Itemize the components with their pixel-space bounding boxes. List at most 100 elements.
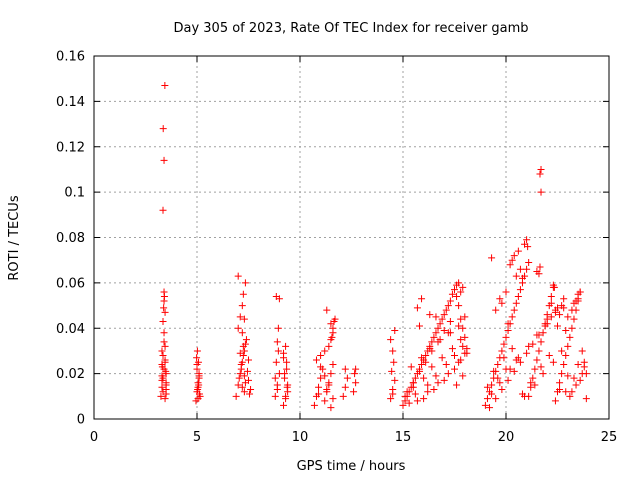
data-point: [391, 376, 399, 384]
data-point: [432, 372, 440, 380]
data-point: [440, 376, 448, 384]
data-point: [418, 354, 426, 362]
x-tick-label: 20: [498, 430, 515, 445]
data-point: [440, 311, 448, 319]
data-point: [566, 392, 574, 400]
data-point: [564, 313, 572, 321]
data-point: [159, 317, 167, 325]
data-point: [558, 347, 566, 355]
data-point: [323, 306, 331, 314]
data-point: [582, 395, 590, 403]
data-point: [457, 315, 465, 323]
data-point: [442, 361, 450, 369]
data-point: [574, 361, 582, 369]
data-point: [323, 386, 331, 394]
data-point: [568, 388, 576, 396]
data-point: [161, 395, 169, 403]
data-point: [570, 315, 578, 323]
data-point: [236, 349, 244, 357]
data-point: [444, 370, 452, 378]
data-point: [195, 381, 203, 389]
data-point: [413, 304, 421, 312]
x-tick-label: 15: [395, 430, 412, 445]
data-point: [547, 299, 555, 307]
data-point: [430, 386, 438, 394]
data-point: [161, 342, 169, 350]
data-point: [343, 374, 351, 382]
data-point: [481, 401, 489, 409]
data-point: [418, 361, 426, 369]
data-point: [442, 306, 450, 314]
data-point: [234, 272, 242, 280]
y-axis-label: ROTI / TECUs: [7, 195, 22, 280]
data-point: [274, 324, 282, 332]
data-point: [428, 338, 436, 346]
data-point: [158, 363, 166, 371]
data-point: [193, 347, 201, 355]
data-point: [536, 170, 544, 178]
data-point: [194, 386, 202, 394]
data-point: [446, 317, 454, 325]
data-point: [352, 379, 360, 387]
data-point: [426, 311, 434, 319]
x-tick-label: 5: [193, 430, 201, 445]
data-point: [424, 388, 432, 396]
data-point: [560, 361, 568, 369]
data-point: [451, 365, 458, 373]
data-point: [562, 388, 570, 396]
data-point: [578, 370, 586, 378]
data-point: [483, 383, 491, 391]
data-point: [411, 374, 419, 382]
data-point: [494, 361, 502, 369]
data-point: [280, 401, 288, 409]
data-point: [327, 370, 335, 378]
data-point: [556, 379, 564, 387]
data-point: [246, 390, 254, 398]
data-point: [510, 252, 518, 260]
data-point: [238, 383, 246, 391]
data-point: [405, 399, 413, 407]
data-point: [317, 374, 325, 382]
data-point: [549, 358, 557, 366]
data-point: [235, 374, 243, 382]
data-point: [508, 313, 516, 321]
x-tick-label: 10: [292, 430, 309, 445]
data-point: [315, 383, 323, 391]
data-point: [455, 302, 463, 310]
data-point: [193, 365, 201, 373]
data-point: [438, 315, 446, 323]
data-point: [516, 358, 524, 366]
data-point: [451, 351, 458, 359]
data-point: [525, 342, 533, 350]
data-point: [241, 279, 249, 287]
data-point: [574, 295, 582, 303]
data-point: [420, 374, 428, 382]
data-point: [512, 272, 520, 280]
data-point: [161, 358, 169, 366]
data-point: [159, 125, 167, 133]
data-point: [556, 386, 564, 394]
data-point: [556, 311, 564, 319]
data-point: [568, 324, 576, 332]
data-point: [500, 354, 508, 362]
data-point: [455, 322, 463, 330]
data-point: [401, 392, 409, 400]
data-point: [459, 342, 467, 350]
data-point: [274, 347, 282, 355]
data-point: [272, 358, 280, 366]
data-point: [523, 349, 531, 357]
data-point: [514, 247, 522, 255]
data-point: [483, 395, 491, 403]
data-point: [446, 297, 454, 305]
data-point: [388, 367, 396, 375]
data-point: [415, 322, 423, 330]
data-point: [390, 358, 398, 366]
data-point: [327, 404, 335, 412]
y-tick-label: 0.14: [56, 95, 85, 110]
data-point: [240, 372, 248, 380]
data-point: [516, 265, 524, 273]
data-point: [576, 376, 584, 384]
data-point: [415, 367, 423, 375]
data-point: [160, 329, 168, 337]
data-point: [194, 395, 202, 403]
